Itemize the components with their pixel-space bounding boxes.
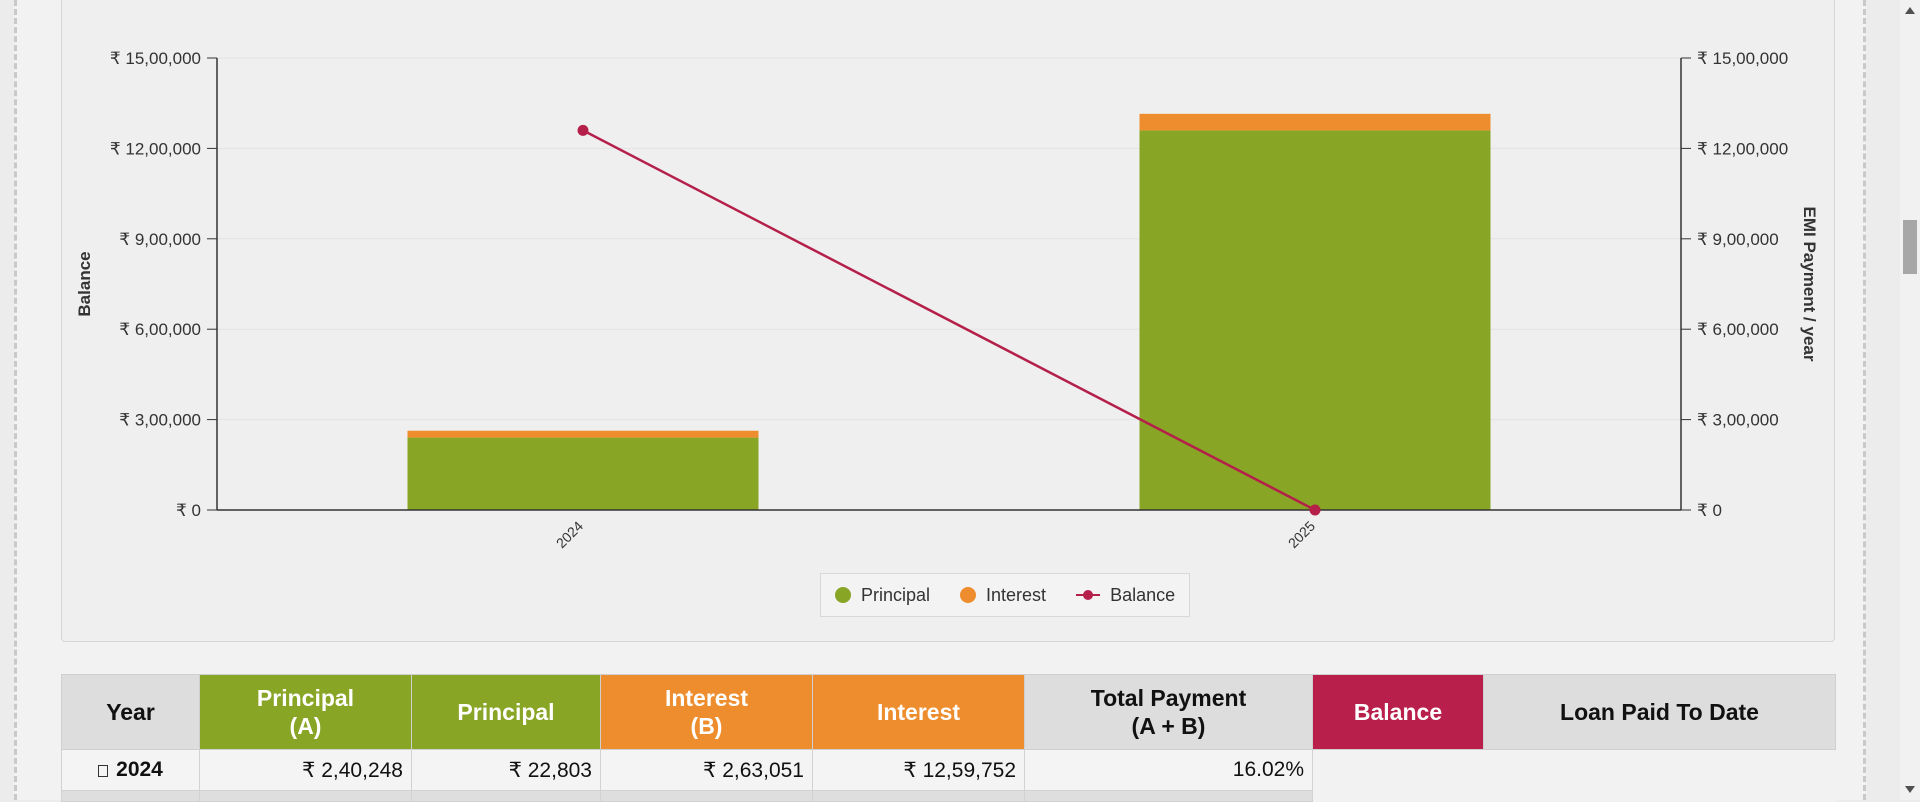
header-loan-paid-to-date: Loan Paid To Date	[1483, 674, 1836, 750]
empty-cell	[1312, 790, 1484, 802]
header-principal: Principal	[411, 674, 601, 750]
balance-line	[582, 129, 1316, 512]
header-interest: Interest	[812, 674, 1025, 750]
empty-cell	[1312, 749, 1484, 791]
scroll-thumb[interactable]	[1903, 220, 1917, 274]
header-principal-a: Principal (A)	[199, 674, 412, 750]
year-cell[interactable]: 2024	[61, 749, 200, 791]
legend-item-balance[interactable]: Balance	[1076, 585, 1175, 606]
payment-schedule-table: Year Principal (A) Principal Interest (B) …	[61, 674, 1836, 802]
interest-b-cell: ₹ 2,63,051	[600, 749, 813, 791]
y-tick-label-right: ₹ 0	[1697, 501, 1722, 520]
y-tick-label-left: ₹ 15,00,000	[110, 49, 201, 68]
principal-a-cell: ₹ 2,40,248	[199, 749, 412, 791]
legend-interest-label: Interest	[986, 584, 1047, 605]
x-tick-label: 2024	[553, 518, 586, 551]
bar-interest	[1139, 113, 1491, 131]
vertical-scrollbar[interactable]	[1900, 0, 1920, 800]
scroll-up-icon[interactable]	[1905, 7, 1915, 14]
legend-item-principal[interactable]: Principal	[835, 585, 930, 606]
legend-principal-label: Principal	[861, 584, 931, 605]
y-tick-label-left: ₹ 3,00,000	[119, 411, 201, 430]
x-tick-label: 2025	[1285, 518, 1318, 551]
y-tick-label-left: ₹ 9,00,000	[119, 230, 201, 249]
legend-balance-line-icon	[1076, 587, 1101, 603]
legend-principal-dot-icon	[835, 587, 851, 603]
expand-row-icon[interactable]	[98, 765, 109, 777]
y-tick-label-left: ₹ 6,00,000	[119, 320, 201, 339]
emi-chart: ₹ 0 ₹ 0 ₹ 3,00,000 ₹ 3,00,000 ₹ 6,00,000 ₹ 6,…	[75, 49, 1819, 551]
schedule-table-wrap: Year Principal (A) Principal Interest (B) …	[61, 674, 1836, 802]
table-row[interactable]: 2024 ₹ 2,40,248 ₹ 22,803 ₹ 2,63,051 ₹ 12…	[61, 749, 1836, 791]
principal-cell: ₹ 22,803	[411, 749, 601, 791]
total-payment-cell: 16.02%	[1024, 749, 1313, 791]
legend-balance-label: Balance	[1110, 584, 1176, 605]
chart-panel: ₹ 0 ₹ 0 ₹ 3,00,000 ₹ 3,00,000 ₹ 6,00,000 ₹ 6,…	[61, 0, 1835, 642]
balance-point	[1309, 504, 1321, 516]
bar-principal	[407, 437, 759, 510]
legend-interest-dot-icon	[960, 587, 977, 603]
y-tick-label-right: ₹ 12,00,000	[1697, 139, 1788, 158]
header-interest-b: Interest (B)	[600, 674, 813, 750]
y-tick-label-left: ₹ 12,00,000	[110, 139, 201, 158]
empty-cell	[1483, 790, 1836, 802]
scroll-down-icon[interactable]	[1905, 786, 1915, 793]
y-axis-title-right: EMI Payment / year	[1800, 207, 1819, 362]
bar-principal	[1139, 130, 1491, 511]
y-axis-title-left: Balance	[75, 251, 94, 316]
header-year: Year	[61, 674, 200, 750]
y-tick-label-right: ₹ 3,00,000	[1697, 411, 1779, 430]
table-row	[61, 790, 1836, 802]
legend-item-interest[interactable]: Interest	[960, 585, 1046, 606]
y-tick-label-left: ₹ 0	[176, 501, 201, 520]
header-total-payment: Total Payment (A + B)	[1024, 674, 1313, 750]
empty-cell	[1483, 749, 1836, 791]
y-tick-label-right: ₹ 6,00,000	[1697, 320, 1779, 339]
chart-legend: Principal Interest Balance	[820, 573, 1191, 617]
balance-point	[577, 124, 589, 136]
table-header-row: Year Principal (A) Principal Interest (B) …	[61, 674, 1836, 750]
y-tick-label-right: ₹ 9,00,000	[1697, 230, 1779, 249]
bar-interest	[407, 430, 759, 438]
header-balance: Balance	[1312, 674, 1484, 750]
interest-cell: ₹ 12,59,752	[812, 749, 1025, 791]
y-tick-label-right: ₹ 15,00,000	[1697, 49, 1788, 68]
